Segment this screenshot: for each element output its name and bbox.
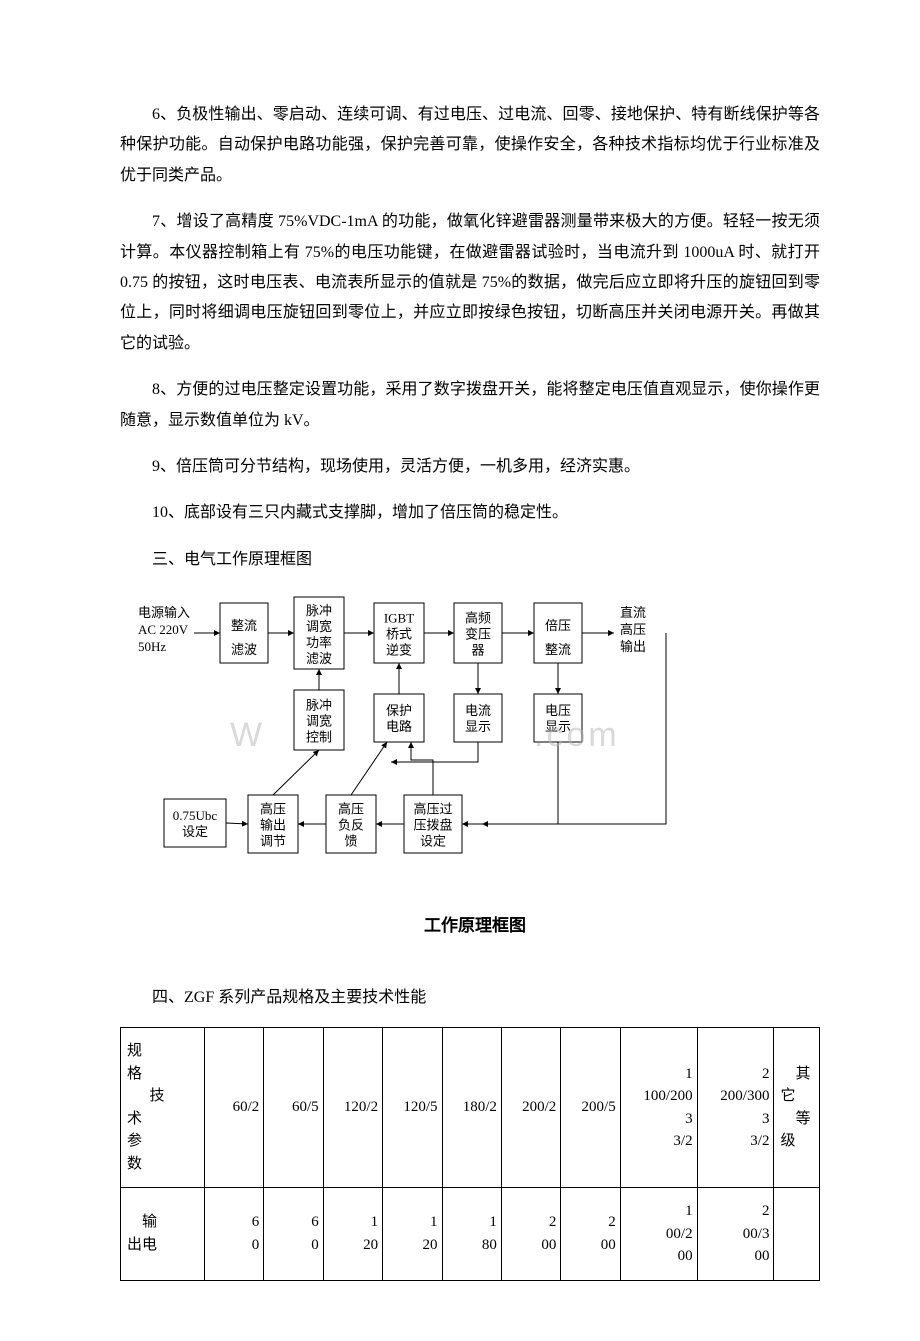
svg-text:变压: 变压 (465, 627, 491, 642)
svg-text:电压: 电压 (545, 703, 571, 718)
svg-text:负反: 负反 (338, 818, 364, 833)
cell: 1100/20033/2 (620, 1028, 697, 1188)
svg-text:电源输入: 电源输入 (138, 605, 190, 620)
svg-text:滤波: 滤波 (231, 642, 257, 657)
cell: 120/5 (383, 1028, 442, 1188)
svg-text:显示: 显示 (465, 719, 491, 734)
svg-text:保护: 保护 (386, 703, 412, 718)
svg-text:电流: 电流 (465, 703, 491, 718)
spec-table: 规格 技术参数 60/2 60/5 120/2 120/5 180/2 200/… (120, 1027, 820, 1281)
section-4-heading: 四、ZGF 系列产品规格及主要技术性能 (120, 983, 820, 1013)
cell (774, 1188, 820, 1281)
cell: 100/200 (620, 1188, 697, 1281)
cell: 200/2 (501, 1028, 560, 1188)
svg-text:AC 220V: AC 220V (138, 622, 189, 637)
cell: 60/5 (264, 1028, 323, 1188)
cell: 120 (323, 1188, 382, 1281)
svg-text:设定: 设定 (182, 824, 208, 839)
svg-text:调节: 调节 (260, 834, 286, 849)
section-3-heading: 三、电气工作原理框图 (120, 545, 820, 575)
svg-text:功率: 功率 (306, 635, 332, 650)
paragraph-7: 7、增设了高精度 75%VDC-1mA 的功能，做氧化锌避雷器测量带来极大的方便… (120, 207, 820, 359)
paragraph-6: 6、负极性输出、零启动、连续可调、有过电压、过电流、回零、接地保护、特有断线保护… (120, 100, 820, 191)
svg-text:馈: 馈 (344, 834, 357, 849)
svg-text:高频: 高频 (465, 611, 491, 626)
block-diagram: W .com 电源输入AC 220V50Hz整流滤波脉冲调宽功率滤波IGBT桥式… (130, 595, 820, 943)
cell: 180 (442, 1188, 501, 1281)
cell: 200 (501, 1188, 560, 1281)
svg-text:高压: 高压 (260, 802, 286, 817)
svg-text:直流: 直流 (620, 605, 646, 620)
table-row: 输出电 60 60 120 120 180 200 200 100/200 20… (121, 1188, 820, 1281)
paragraph-8: 8、方便的过电压整定设置功能，采用了数字拨盘开关，能将整定电压值直观显示，使你操… (120, 375, 820, 436)
svg-text:输出: 输出 (260, 818, 286, 833)
svg-text:器: 器 (471, 643, 484, 658)
svg-text:50Hz: 50Hz (138, 639, 166, 654)
svg-text:压拨盘: 压拨盘 (413, 818, 452, 833)
cell: 120/2 (323, 1028, 382, 1188)
cell: 其它 等级 (774, 1028, 820, 1188)
paragraph-9: 9、倍压筒可分节结构，现场使用，灵活方便，一机多用，经济实惠。 (120, 452, 820, 482)
svg-text:设定: 设定 (420, 834, 446, 849)
cell-output-label: 输出电 (121, 1188, 205, 1281)
cell: 120 (383, 1188, 442, 1281)
svg-text:整流: 整流 (545, 642, 571, 657)
diagram-svg: 电源输入AC 220V50Hz整流滤波脉冲调宽功率滤波IGBT桥式逆变高频变压器… (130, 595, 730, 885)
svg-text:逆变: 逆变 (386, 643, 412, 658)
svg-text:高压过: 高压过 (413, 802, 452, 817)
svg-text:调宽: 调宽 (306, 714, 332, 729)
cell: 60 (204, 1188, 263, 1281)
table-row: 规格 技术参数 60/2 60/5 120/2 120/5 180/2 200/… (121, 1028, 820, 1188)
svg-text:脉冲: 脉冲 (306, 698, 332, 713)
svg-text:脉冲: 脉冲 (306, 603, 332, 618)
svg-text:高压: 高压 (338, 802, 364, 817)
paragraph-10: 10、底部设有三只内藏式支撑脚，增加了倍压筒的稳定性。 (120, 498, 820, 528)
svg-text:电路: 电路 (386, 719, 412, 734)
cell: 2200/30033/2 (697, 1028, 774, 1188)
cell: 200 (561, 1188, 620, 1281)
cell: 200/300 (697, 1188, 774, 1281)
cell-spec-label: 规格 技术参数 (121, 1028, 205, 1188)
cell: 180/2 (442, 1028, 501, 1188)
cell: 200/5 (561, 1028, 620, 1188)
svg-text:控制: 控制 (306, 730, 332, 745)
svg-text:显示: 显示 (545, 719, 571, 734)
svg-text:0.75Ubc: 0.75Ubc (173, 808, 218, 823)
svg-text:桥式: 桥式 (386, 627, 412, 642)
svg-text:倍压: 倍压 (545, 618, 571, 633)
svg-text:滤波: 滤波 (306, 651, 332, 666)
svg-text:高压: 高压 (620, 622, 646, 637)
svg-text:整流: 整流 (231, 618, 257, 633)
cell: 60 (264, 1188, 323, 1281)
svg-text:IGBT: IGBT (384, 611, 414, 626)
svg-text:调宽: 调宽 (306, 619, 332, 634)
svg-text:输出: 输出 (620, 639, 646, 654)
cell: 60/2 (204, 1028, 263, 1188)
diagram-caption: 工作原理框图 (130, 910, 820, 942)
